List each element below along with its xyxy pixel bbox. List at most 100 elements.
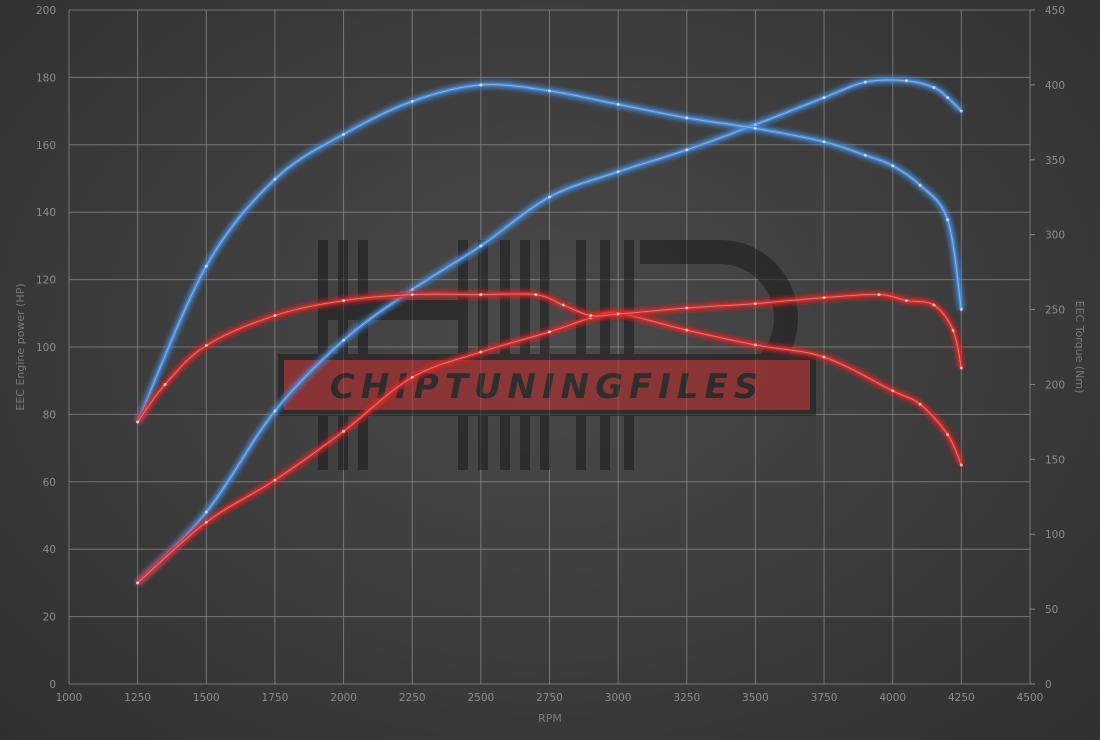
- y-left-axis-label: EEC Engine power (HP): [14, 283, 27, 410]
- data-point: [410, 288, 414, 292]
- data-point: [959, 366, 963, 370]
- data-point: [410, 99, 414, 103]
- data-point: [753, 302, 757, 306]
- y-right-tick-label: 200: [1045, 379, 1065, 391]
- data-point: [342, 338, 346, 342]
- data-point: [548, 89, 551, 93]
- x-tick-label: 1250: [124, 692, 151, 704]
- y-left-tick-label: 120: [36, 275, 56, 287]
- y-right-tick-label: 300: [1045, 230, 1065, 242]
- x-axis-label: RPM: [538, 712, 562, 725]
- data-point: [479, 350, 483, 354]
- data-point: [273, 314, 277, 318]
- y-left-tick-label: 200: [36, 5, 56, 17]
- curves: [136, 78, 964, 585]
- data-point: [877, 293, 881, 297]
- data-point: [204, 510, 208, 514]
- y-left-tick-label: 60: [43, 477, 56, 489]
- data-point: [863, 80, 867, 84]
- watermark-logo: CHIPTUNINGFILES: [278, 240, 816, 470]
- data-point: [959, 463, 963, 467]
- data-point: [616, 170, 620, 174]
- watermark-text: CHIPTUNINGFILES: [330, 367, 765, 407]
- y-right-tick-label: 100: [1045, 529, 1065, 541]
- data-point: [932, 86, 936, 90]
- y-right-tick-label: 250: [1045, 305, 1065, 317]
- x-tick-label: 1750: [262, 692, 289, 704]
- data-point: [753, 126, 757, 130]
- data-point: [822, 355, 826, 359]
- data-point: [479, 244, 483, 248]
- y-left-tick-label: 180: [36, 72, 56, 84]
- data-point: [616, 102, 620, 106]
- data-point: [685, 306, 689, 310]
- y-left-tick-label: 40: [43, 544, 56, 556]
- data-point: [685, 328, 689, 332]
- data-point: [548, 330, 551, 334]
- data-point: [946, 218, 950, 222]
- x-tick-label: 2500: [467, 692, 494, 704]
- y-left-tick-label: 80: [43, 409, 56, 421]
- data-point: [204, 264, 208, 268]
- data-point: [932, 303, 936, 307]
- x-tick-label: 1000: [56, 692, 83, 704]
- data-point: [904, 299, 908, 303]
- x-tick-label: 2000: [330, 692, 357, 704]
- data-point: [918, 402, 922, 406]
- data-point: [891, 389, 895, 393]
- data-point: [561, 303, 565, 307]
- data-point: [204, 344, 208, 348]
- x-tick-label: 2250: [399, 692, 426, 704]
- x-tick-label: 4000: [879, 692, 906, 704]
- y-left-tick-label: 160: [36, 140, 56, 152]
- data-point: [951, 329, 955, 333]
- y-left-tick-label: 0: [49, 679, 56, 691]
- y-left-tick-label: 140: [36, 207, 56, 219]
- x-tick-label: 3500: [742, 692, 769, 704]
- y-right-tick-label: 400: [1045, 80, 1065, 92]
- y-right-tick-label: 150: [1045, 454, 1065, 466]
- data-point: [163, 382, 167, 386]
- data-point: [863, 153, 867, 157]
- x-tick-label: 4250: [948, 692, 975, 704]
- x-tick-label: 3750: [811, 692, 838, 704]
- data-point: [753, 123, 757, 127]
- grid: [68, 9, 1031, 685]
- data-point: [342, 429, 346, 433]
- data-point: [946, 96, 950, 100]
- data-point: [410, 375, 414, 379]
- x-tick-label: 1500: [193, 692, 220, 704]
- data-point: [822, 140, 826, 144]
- data-point: [479, 293, 483, 297]
- data-point: [273, 478, 277, 482]
- data-point: [616, 312, 620, 316]
- data-point: [959, 109, 963, 113]
- data-point: [946, 433, 950, 437]
- y-right-tick-label: 450: [1045, 5, 1065, 17]
- x-tick-label: 4500: [1017, 692, 1044, 704]
- y-right-tick-label: 0: [1045, 679, 1052, 691]
- data-point: [959, 308, 963, 312]
- data-point: [822, 296, 826, 300]
- ticks: 1000 1250 1500 1750 2000 2250 2500 2750 3000 3250…: [36, 5, 1065, 704]
- data-point: [136, 581, 140, 585]
- x-tick-label: 2750: [536, 692, 563, 704]
- data-point: [548, 195, 551, 199]
- x-tick-label: 3000: [605, 692, 632, 704]
- y-right-tick-label: 350: [1045, 155, 1065, 167]
- data-point: [753, 343, 757, 347]
- data-point: [204, 520, 208, 524]
- data-point: [479, 83, 483, 87]
- data-point: [918, 183, 922, 187]
- data-point: [685, 116, 689, 120]
- data-point: [273, 409, 277, 413]
- y-left-tick-label: 20: [43, 612, 56, 624]
- data-point: [822, 96, 826, 100]
- data-point: [342, 132, 346, 136]
- data-point: [534, 293, 538, 297]
- y-right-tick-label: 50: [1045, 604, 1058, 616]
- data-point: [685, 148, 689, 152]
- data-point: [891, 164, 895, 168]
